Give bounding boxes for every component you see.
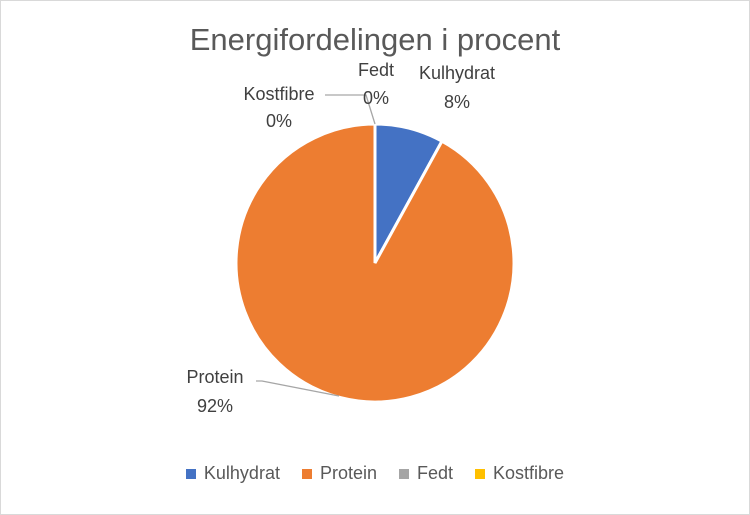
- legend-swatch-protein: [301, 468, 312, 479]
- data-label-value-kulhydrat: 8%: [444, 92, 470, 112]
- legend-label-protein: Protein: [319, 463, 377, 483]
- legend-swatch-fedt: [399, 468, 409, 479]
- legend-label-fedt: Fedt: [417, 463, 454, 483]
- data-label-name-protein: Protein: [186, 367, 243, 387]
- legend-swatch-kulhydrat: [185, 468, 196, 479]
- legend-item-kulhydrat: Kulhydrat: [185, 463, 280, 484]
- leader-line-kostfibre: [325, 94, 376, 125]
- data-label-name-kostfibre: Kostfibre: [243, 84, 314, 104]
- legend-swatch-kostfibre: [475, 468, 486, 479]
- data-label-name-fedt: Fedt: [358, 60, 394, 80]
- pie-slice-protein: [234, 122, 516, 404]
- legend-item-protein: Protein: [301, 463, 377, 484]
- data-label-name-kulhydrat: Kulhydrat: [419, 63, 495, 83]
- data-label-value-kostfibre: 0%: [266, 111, 292, 131]
- legend-label-kostfibre: Kostfibre: [493, 463, 565, 483]
- chart-title: Energifordelingen i procent: [189, 22, 561, 57]
- legend-item-kostfibre: Kostfibre: [475, 463, 564, 484]
- data-label-value-fedt: 0%: [363, 88, 389, 108]
- legend-label-kulhydrat: Kulhydrat: [203, 463, 280, 483]
- data-label-value-protein: 92%: [197, 396, 233, 416]
- legend-item-fedt: Fedt: [399, 463, 453, 484]
- legend: Kulhydrat Protein Fedt Kostfibre: [0, 463, 750, 484]
- leader-line-protein: [256, 380, 340, 397]
